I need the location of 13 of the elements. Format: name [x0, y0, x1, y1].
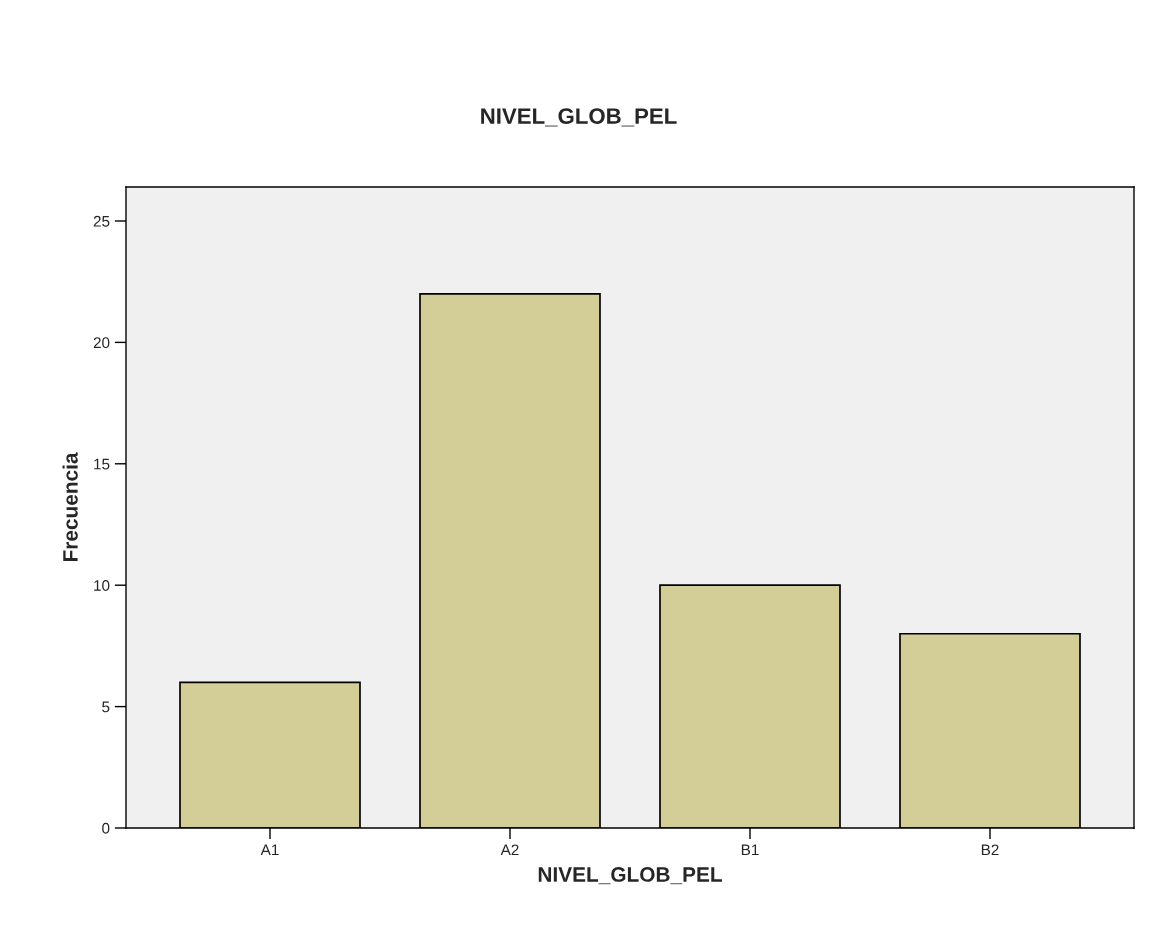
x-tick-label: B1 — [741, 844, 759, 856]
y-axis-title: Frecuencia — [62, 452, 78, 562]
y-tick-label: 0 — [102, 822, 110, 834]
chart-title: NIVEL_GLOB_PEL — [481, 108, 677, 127]
y-tick-label: 10 — [94, 580, 110, 591]
y-tick-label: 20 — [93, 337, 110, 349]
y-tick-label: 25 — [93, 215, 110, 227]
x-axis-title: NIVEL_GLOB_PEL — [538, 867, 722, 885]
x-tick-label: A1 — [260, 844, 279, 856]
y-tick-label: 15 — [94, 458, 110, 470]
x-tick-label: B2 — [981, 844, 999, 856]
x-tick-label: A2 — [500, 844, 519, 856]
y-tick-label: 5 — [102, 701, 110, 713]
